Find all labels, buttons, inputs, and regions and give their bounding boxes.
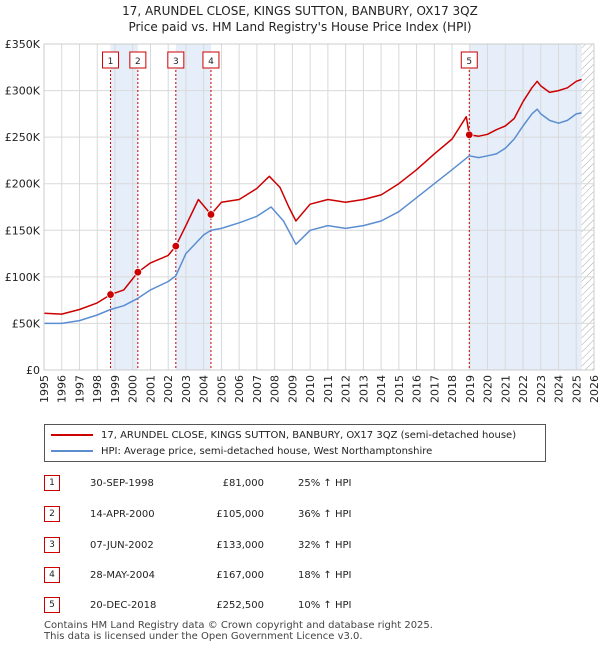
x-tick-label: 2017	[428, 375, 441, 403]
footer-license: This data is licensed under the Open Gov…	[44, 631, 363, 642]
sale-date: 14-APR-2000	[90, 509, 155, 520]
sale-label-box	[129, 51, 147, 69]
sale-point	[106, 290, 115, 299]
series-line-hpi	[44, 108, 582, 325]
sale-hpi-diff: 10% ↑ HPI	[298, 600, 352, 611]
chart-legend: 17, ARUNDEL CLOSE, KINGS SUTTON, BANBURY…	[44, 424, 546, 462]
legend-swatch-property	[51, 434, 93, 436]
sale-label-number: 3	[173, 57, 179, 67]
x-tick-label: 1997	[73, 375, 86, 403]
sale-label-number: 5	[466, 57, 472, 67]
y-tick-label: £150K	[5, 224, 41, 237]
series-line-property	[43, 78, 582, 315]
y-tick-label: £350K	[5, 38, 41, 51]
legend-item-property: 17, ARUNDEL CLOSE, KINGS SUTTON, BANBURY…	[51, 428, 516, 444]
x-tick-label: 2016	[411, 375, 424, 403]
sale-number-badge: 4	[44, 567, 60, 583]
legend-label-property: 17, ARUNDEL CLOSE, KINGS SUTTON, BANBURY…	[101, 430, 517, 441]
sale-label-box	[460, 51, 478, 69]
sale-point	[171, 241, 181, 251]
sale-row: 5 20-DEC-2018 £252,500 10% ↑ HPI	[0, 596, 600, 616]
sale-hpi-diff: 32% ↑ HPI	[298, 540, 352, 551]
x-tick-label: 2006	[233, 375, 246, 403]
x-tick-label: 2018	[446, 375, 459, 403]
sale-label-number: 1	[108, 57, 114, 67]
x-tick-label: 2015	[393, 375, 406, 403]
sale-hpi-diff: 25% ↑ HPI	[298, 478, 352, 489]
x-tick-label: 2024	[553, 375, 566, 403]
x-tick-label: 2023	[535, 375, 548, 403]
legend-label-hpi: HPI: Average price, semi-detached house,…	[101, 446, 433, 457]
x-tick-label: 2004	[198, 375, 211, 403]
sale-row: 2 14-APR-2000 £105,000 36% ↑ HPI	[0, 505, 600, 525]
sale-hpi-diff: 18% ↑ HPI	[298, 570, 352, 581]
future-hatch	[581, 44, 594, 370]
sale-point	[206, 210, 216, 219]
sale-date: 30-SEP-1998	[90, 478, 154, 489]
y-tick-label: £300K	[5, 85, 41, 98]
plot-border	[43, 43, 595, 371]
sale-number-badge: 3	[44, 537, 60, 553]
legend-item-hpi: HPI: Average price, semi-detached house,…	[51, 444, 432, 460]
sale-price: £167,000	[216, 570, 264, 581]
sale-hpi-diff: 36% ↑ HPI	[298, 509, 352, 520]
sale-date: 20-DEC-2018	[90, 600, 157, 611]
sale-price: £81,000	[222, 478, 264, 489]
x-tick-label: 1995	[38, 375, 51, 403]
chart-title-line2: Price paid vs. HM Land Registry's House …	[128, 20, 472, 34]
x-tick-label: 2013	[357, 375, 370, 403]
x-tick-label: 2011	[322, 375, 335, 403]
x-tick-label: 2020	[482, 375, 495, 403]
x-tick-label: 1998	[91, 375, 104, 403]
x-tick-label: 1996	[56, 375, 69, 403]
shaded-range	[469, 44, 582, 370]
price-chart: 1 2 3 4 5 £0 £50K £100K £150K £200K £250K £300K £350…	[5, 38, 600, 403]
x-tick-label: 2009	[286, 375, 299, 403]
y-tick-label: £0	[26, 364, 40, 377]
y-tick-label: £100K	[5, 271, 41, 284]
sale-label-box	[167, 51, 185, 69]
sale-label-box	[102, 51, 120, 69]
y-tick-label: £50K	[12, 317, 41, 330]
sale-point	[465, 130, 474, 140]
sale-point	[133, 268, 143, 277]
x-tick-label: 2026	[588, 375, 600, 403]
sale-date: 28-MAY-2004	[90, 570, 156, 581]
sale-number-badge: 2	[44, 506, 60, 522]
x-tick-label: 2007	[251, 375, 264, 403]
x-tick-label: 2008	[269, 375, 282, 403]
x-tick-label: 1999	[109, 375, 122, 403]
chart-title-line1: 17, ARUNDEL CLOSE, KINGS SUTTON, BANBURY…	[122, 4, 478, 18]
y-tick-label: £250K	[5, 131, 41, 144]
x-tick-label: 2014	[375, 375, 388, 403]
sale-number-badge: 1	[44, 475, 60, 491]
sale-row: 4 28-MAY-2004 £167,000 18% ↑ HPI	[0, 566, 600, 586]
x-tick-label: 2012	[340, 375, 353, 403]
sale-price: £133,000	[216, 540, 264, 551]
sale-row: 3 07-JUN-2002 £133,000 32% ↑ HPI	[0, 536, 600, 556]
footer-copyright: Contains HM Land Registry data © Crown c…	[44, 620, 433, 631]
shaded-range	[175, 44, 211, 370]
x-tick-label: 2003	[180, 375, 193, 403]
sale-row: 1 30-SEP-1998 £81,000 25% ↑ HPI	[0, 474, 600, 494]
x-tick-label: 2025	[570, 375, 583, 403]
x-tick-label: 2021	[499, 375, 512, 403]
footer-notice: Contains HM Land Registry data © Crown c…	[44, 620, 433, 642]
sale-label-number: 4	[208, 57, 214, 67]
sale-label-number: 2	[135, 57, 141, 67]
sale-date: 07-JUN-2002	[90, 540, 154, 551]
sale-price: £252,500	[216, 600, 264, 611]
y-tick-label: £200K	[5, 178, 41, 191]
x-tick-label: 2000	[127, 375, 140, 403]
x-tick-label: 2022	[517, 375, 530, 403]
x-tick-label: 2010	[304, 375, 317, 403]
sale-label-box	[202, 51, 220, 69]
legend-swatch-hpi	[51, 450, 93, 452]
x-tick-label: 2001	[144, 375, 157, 403]
sale-number-badge: 5	[44, 597, 60, 613]
x-tick-label: 2019	[464, 375, 477, 403]
sale-price: £105,000	[216, 509, 264, 520]
x-tick-label: 2005	[215, 375, 228, 403]
x-tick-label: 2002	[162, 375, 175, 403]
